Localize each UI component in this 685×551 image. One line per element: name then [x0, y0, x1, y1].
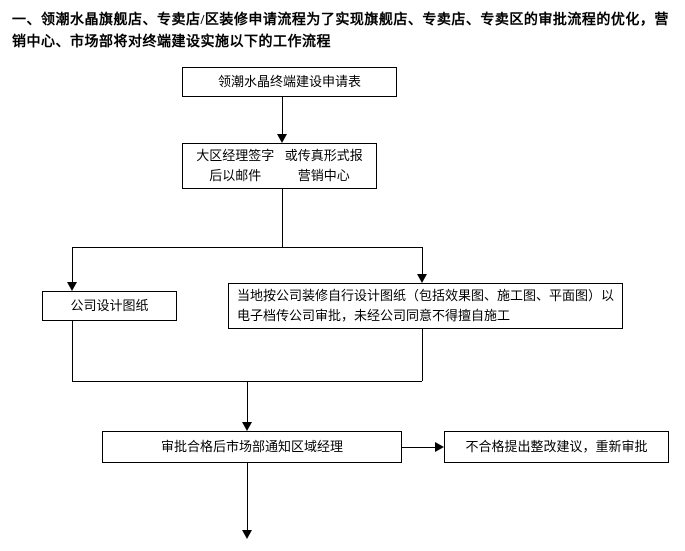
connector-line	[72, 247, 73, 283]
flow-node-n2: 大区经理签字后以邮件或传真形式报营销中心	[182, 143, 377, 189]
arrowhead-down-icon	[67, 282, 77, 291]
flow-node-n6: 不合格提出整改建议，重新审批	[444, 431, 669, 463]
connector-line	[72, 321, 73, 381]
arrowhead-down-icon	[242, 530, 252, 539]
flow-node-n3: 公司设计图纸	[42, 291, 177, 321]
arrowhead-down-icon	[242, 422, 252, 431]
flow-node-n4: 当地按公司装修自行设计图纸（包括效果图、施工图、平面图）以电子档传公司审批，未经…	[228, 283, 623, 329]
arrowhead-right-icon	[435, 442, 444, 452]
connector-line	[422, 247, 423, 275]
arrowhead-down-icon	[417, 274, 427, 283]
connector-line	[247, 463, 248, 531]
flow-node-line: 大区经理签字后以邮件	[191, 146, 280, 185]
flowchart-canvas: 领潮水晶终端建设申请表大区经理签字后以邮件或传真形式报营销中心公司设计图纸 当地按…	[12, 61, 673, 541]
flow-node-line: 或传真形式报营销中心	[280, 146, 369, 185]
flow-node-n5: 审批合格后市场部通知区域经理	[102, 431, 402, 463]
connector-line	[72, 247, 422, 248]
page-heading: 一、领潮水晶旗舰店、专卖店/区装修申请流程为了实现旗舰店、专卖店、专卖区的审批流…	[12, 10, 673, 55]
connector-line	[282, 189, 283, 247]
connector-line	[247, 381, 248, 423]
connector-line	[282, 97, 283, 135]
connector-line	[402, 447, 436, 448]
arrowhead-down-icon	[277, 134, 287, 143]
connector-line	[422, 329, 423, 381]
flow-node-n1: 领潮水晶终端建设申请表	[182, 67, 397, 97]
